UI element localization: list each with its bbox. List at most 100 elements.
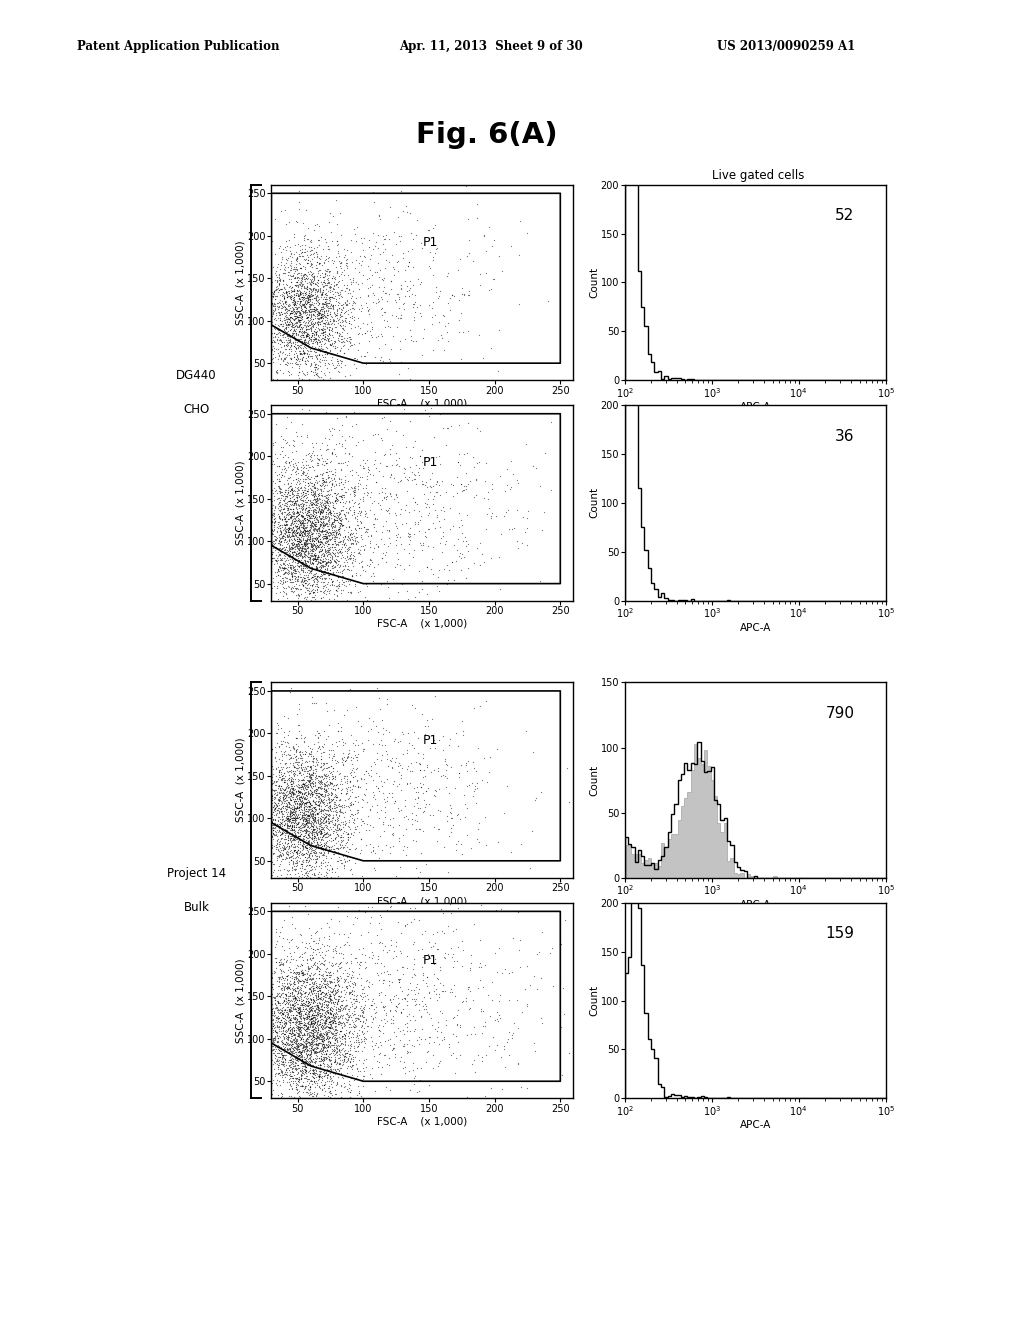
Point xyxy=(318,1008,335,1030)
Point xyxy=(331,763,347,784)
Point xyxy=(314,322,331,343)
Point xyxy=(385,793,401,814)
Point xyxy=(289,793,305,814)
Point xyxy=(312,298,329,319)
Point xyxy=(276,788,293,809)
Point xyxy=(278,1011,294,1032)
Point xyxy=(298,791,314,812)
Point xyxy=(264,966,281,987)
Point xyxy=(330,282,346,304)
Point xyxy=(337,814,353,836)
Point xyxy=(399,1016,416,1038)
Point xyxy=(308,285,325,306)
Point xyxy=(293,504,309,525)
Point xyxy=(280,1003,296,1024)
Point xyxy=(342,364,358,385)
Point xyxy=(271,570,288,591)
Point xyxy=(274,296,291,317)
Point xyxy=(304,544,321,565)
Point xyxy=(287,275,303,296)
Point xyxy=(306,535,323,556)
Point xyxy=(281,810,297,832)
Point xyxy=(298,315,314,337)
Point xyxy=(273,494,290,515)
Point xyxy=(296,1053,312,1074)
Point xyxy=(492,578,508,599)
Point xyxy=(289,536,305,557)
Point xyxy=(319,512,336,533)
Point xyxy=(263,279,280,300)
Point xyxy=(317,826,334,847)
Point xyxy=(291,751,307,772)
Point xyxy=(284,785,300,807)
Point xyxy=(294,331,310,352)
Point xyxy=(283,797,299,818)
Point xyxy=(263,1048,280,1069)
Point xyxy=(298,750,314,771)
Point xyxy=(316,312,333,333)
Point xyxy=(349,216,366,238)
Point xyxy=(287,293,303,314)
Point xyxy=(314,1034,331,1055)
Point xyxy=(263,1064,280,1085)
Point xyxy=(300,991,316,1012)
Point xyxy=(322,370,338,391)
Point xyxy=(315,954,332,975)
Point xyxy=(402,752,419,774)
Point xyxy=(265,814,282,836)
Point xyxy=(289,282,305,304)
Point xyxy=(306,507,323,528)
Point xyxy=(268,329,285,350)
Point xyxy=(263,1085,280,1106)
Point xyxy=(301,281,317,302)
Point xyxy=(264,293,281,314)
Point xyxy=(318,941,335,962)
Point xyxy=(278,818,294,840)
Point xyxy=(283,1088,299,1109)
Point xyxy=(406,738,422,759)
Point xyxy=(294,590,310,611)
Point xyxy=(281,816,297,837)
Point xyxy=(294,570,310,591)
Point xyxy=(322,286,338,308)
Point xyxy=(306,863,323,884)
Point xyxy=(293,1005,309,1026)
Point xyxy=(281,536,297,557)
Point xyxy=(279,230,295,251)
Point xyxy=(294,792,310,813)
Point xyxy=(305,941,322,962)
Point xyxy=(287,337,303,358)
Point xyxy=(289,469,305,490)
Point xyxy=(451,804,467,825)
Point xyxy=(270,1001,287,1022)
Point xyxy=(285,783,301,804)
Point xyxy=(324,783,340,804)
Point xyxy=(329,807,345,828)
Point xyxy=(283,319,299,341)
Point xyxy=(289,989,305,1010)
Point xyxy=(310,1069,327,1090)
Point xyxy=(322,1080,338,1101)
Point xyxy=(302,842,318,863)
Point xyxy=(288,578,304,599)
Point xyxy=(321,286,337,308)
Point xyxy=(403,470,420,491)
Point xyxy=(355,997,372,1018)
Point xyxy=(263,929,280,950)
Point xyxy=(312,748,329,770)
Point xyxy=(328,828,344,849)
Point xyxy=(330,968,346,989)
Point xyxy=(379,1011,395,1032)
Point xyxy=(319,297,336,318)
Point xyxy=(291,284,307,305)
Point xyxy=(271,799,288,820)
Point xyxy=(490,937,507,958)
Point xyxy=(301,867,317,888)
Point xyxy=(297,832,313,853)
Point xyxy=(325,495,341,516)
Point xyxy=(304,824,321,845)
Point xyxy=(289,807,305,828)
Point xyxy=(307,1048,324,1069)
Point xyxy=(317,496,334,517)
Point xyxy=(478,263,495,284)
